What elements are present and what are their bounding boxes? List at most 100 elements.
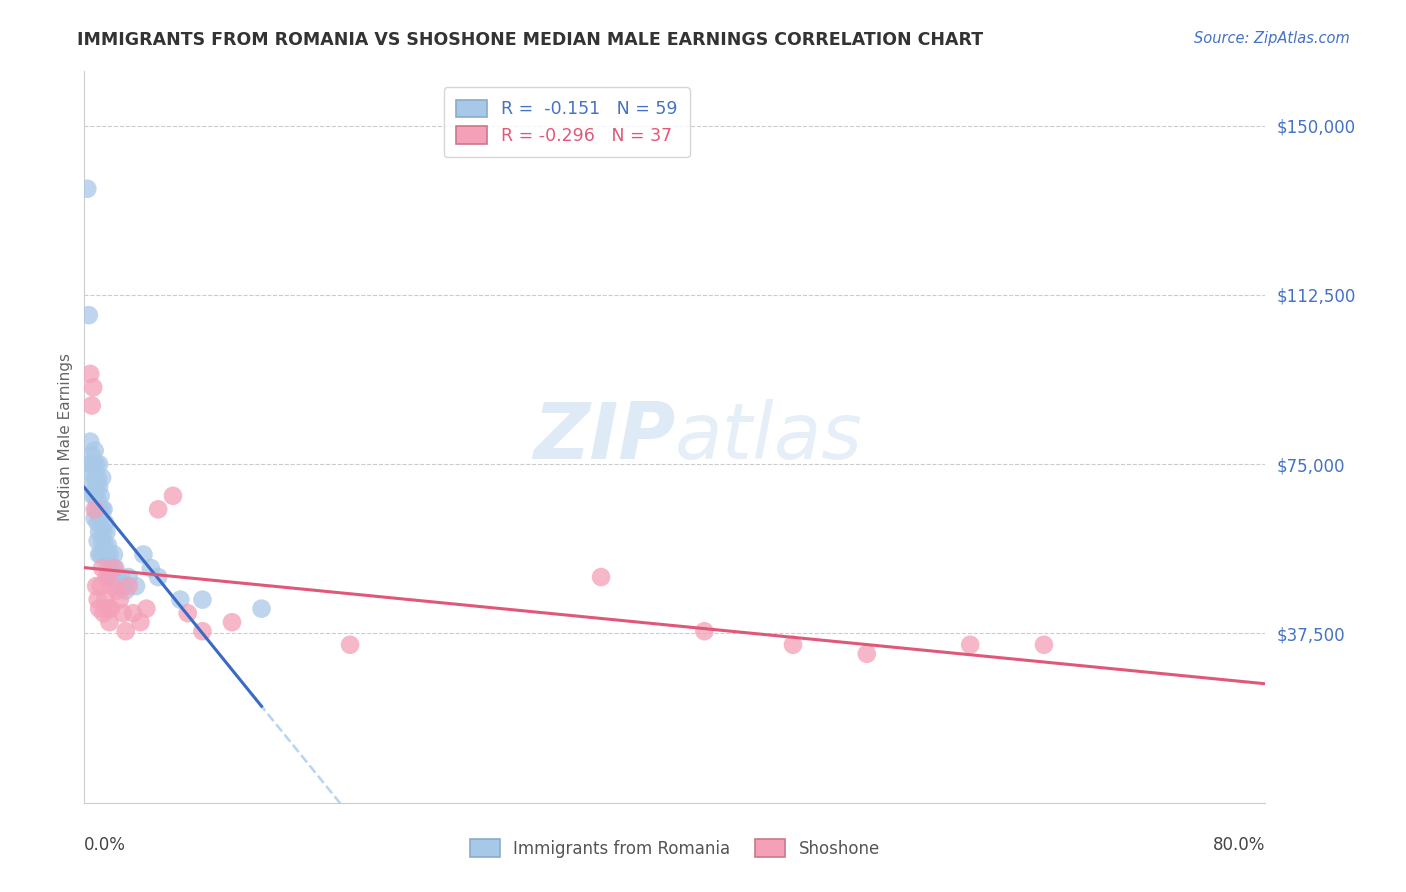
Point	[148, 570, 170, 584]
Legend: Immigrants from Romania, Shoshone: Immigrants from Romania, Shoshone	[460, 830, 890, 868]
Point	[94, 592, 117, 607]
Point	[93, 548, 115, 562]
Point	[98, 548, 121, 562]
Point	[108, 592, 131, 607]
Text: Source: ZipAtlas.com: Source: ZipAtlas.com	[1194, 31, 1350, 46]
Point	[77, 308, 100, 322]
Point	[118, 579, 141, 593]
Point	[91, 533, 114, 548]
Point	[101, 570, 124, 584]
Point	[135, 601, 157, 615]
Point	[90, 489, 112, 503]
Point	[87, 601, 111, 615]
Point	[97, 538, 120, 552]
Point	[101, 579, 124, 593]
Point	[169, 592, 191, 607]
Point	[80, 399, 103, 413]
Text: IMMIGRANTS FROM ROMANIA VS SHOSHONE MEDIAN MALE EARNINGS CORRELATION CHART: IMMIGRANTS FROM ROMANIA VS SHOSHONE MEDI…	[77, 31, 983, 49]
Point	[86, 516, 108, 530]
Text: 0.0%: 0.0%	[84, 836, 127, 854]
Point	[79, 457, 101, 471]
Point	[122, 606, 145, 620]
Point	[125, 579, 148, 593]
Point	[84, 480, 107, 494]
Point	[90, 579, 112, 593]
Point	[97, 561, 120, 575]
Point	[98, 570, 121, 584]
Point	[105, 583, 128, 598]
Point	[96, 570, 118, 584]
Point	[79, 434, 101, 449]
Y-axis label: Median Male Earnings: Median Male Earnings	[58, 353, 73, 521]
Point	[591, 570, 613, 584]
Point	[83, 489, 105, 503]
Point	[86, 471, 108, 485]
Text: atlas: atlas	[675, 399, 863, 475]
Point	[114, 624, 136, 639]
Point	[83, 443, 105, 458]
Point	[91, 471, 114, 485]
Point	[105, 570, 128, 584]
Point	[87, 457, 111, 471]
Point	[100, 561, 122, 575]
Text: ZIP: ZIP	[533, 399, 675, 475]
Point	[191, 592, 214, 607]
Point	[111, 606, 134, 620]
Point	[83, 511, 105, 525]
Text: 80.0%: 80.0%	[1213, 836, 1265, 854]
Point	[93, 502, 115, 516]
Point	[103, 561, 125, 575]
Point	[87, 548, 111, 562]
Point	[80, 466, 103, 480]
Point	[339, 638, 361, 652]
Point	[221, 615, 243, 630]
Point	[93, 606, 115, 620]
Point	[959, 638, 981, 652]
Point	[693, 624, 716, 639]
Point	[132, 548, 155, 562]
Point	[96, 548, 118, 562]
Point	[782, 638, 804, 652]
Point	[86, 592, 108, 607]
Point	[93, 524, 115, 539]
Point	[76, 182, 98, 196]
Point	[86, 533, 108, 548]
Point	[82, 457, 104, 471]
Point	[86, 493, 108, 508]
Point	[107, 579, 129, 593]
Point	[104, 561, 127, 575]
Point	[80, 448, 103, 462]
Point	[114, 583, 136, 598]
Point	[97, 601, 120, 615]
Point	[856, 647, 879, 661]
Point	[96, 524, 118, 539]
Point	[90, 511, 112, 525]
Point	[83, 471, 105, 485]
Point	[80, 480, 103, 494]
Point	[84, 457, 107, 471]
Point	[118, 570, 141, 584]
Point	[250, 601, 273, 615]
Point	[94, 538, 117, 552]
Point	[90, 548, 112, 562]
Point	[162, 489, 184, 503]
Point	[91, 561, 114, 575]
Point	[98, 615, 121, 630]
Point	[79, 367, 101, 381]
Point	[84, 502, 107, 516]
Point	[87, 480, 111, 494]
Point	[129, 615, 152, 630]
Point	[91, 502, 114, 516]
Point	[191, 624, 214, 639]
Point	[87, 502, 111, 516]
Point	[87, 524, 111, 539]
Point	[82, 489, 104, 503]
Point	[82, 380, 104, 394]
Point	[1033, 638, 1056, 652]
Point	[100, 601, 122, 615]
Point	[83, 502, 105, 516]
Point	[111, 579, 134, 593]
Point	[103, 548, 125, 562]
Point	[94, 516, 117, 530]
Point	[177, 606, 200, 620]
